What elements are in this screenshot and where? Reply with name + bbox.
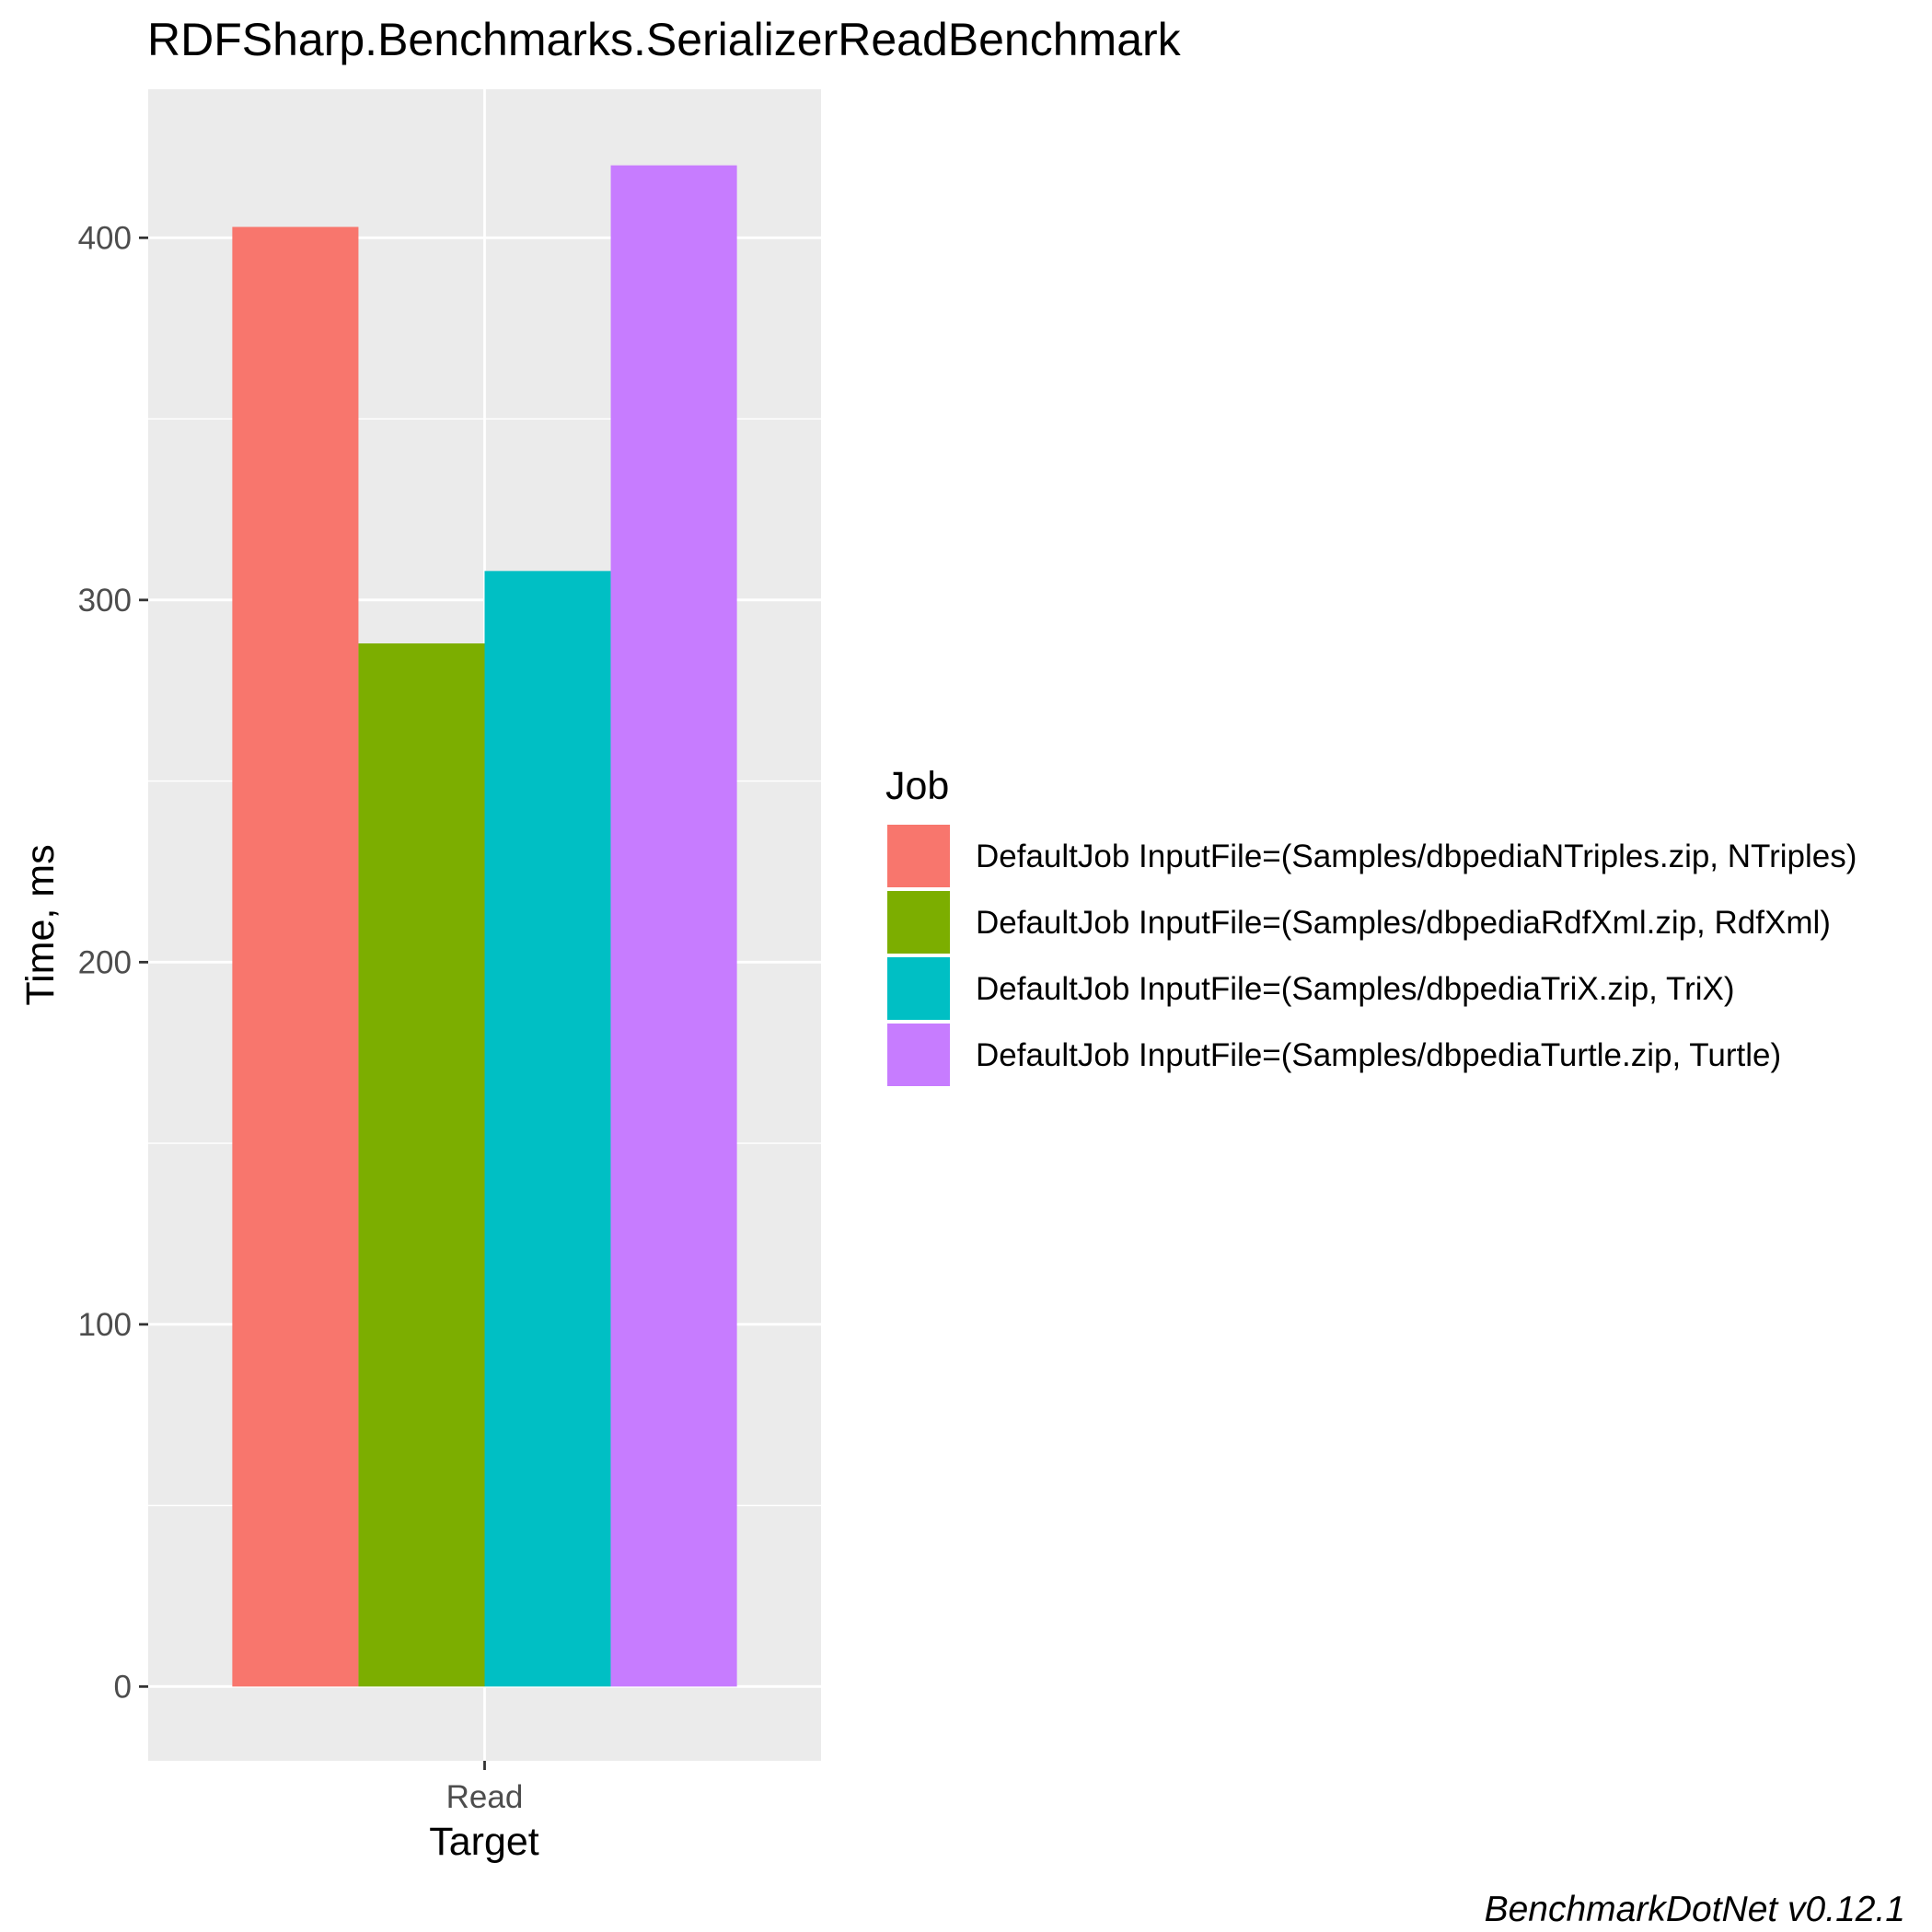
y-tick-label: 300 bbox=[78, 583, 132, 619]
x-axis: Read bbox=[446, 1761, 524, 1815]
x-axis-title: Target bbox=[429, 1820, 539, 1864]
legend-items: DefaultJob InputFile=(Samples/dbpediaNTr… bbox=[887, 825, 1857, 1086]
bar bbox=[358, 643, 485, 1687]
y-tick-label: 0 bbox=[114, 1669, 132, 1705]
legend-key bbox=[887, 825, 950, 887]
x-tick-label: Read bbox=[446, 1779, 524, 1815]
y-tick-label: 100 bbox=[78, 1307, 132, 1343]
bar bbox=[484, 571, 611, 1687]
chart-title: RDFSharp.Benchmarks.SerializerReadBenchm… bbox=[147, 14, 1182, 65]
legend-title: Job bbox=[885, 764, 949, 808]
bars bbox=[232, 165, 737, 1687]
legend-key bbox=[887, 957, 950, 1020]
legend-label: DefaultJob InputFile=(Samples/dbpediaRdf… bbox=[976, 905, 1831, 941]
legend-key bbox=[887, 891, 950, 954]
y-axis-title: Time, ms bbox=[18, 844, 63, 1005]
legend-label: DefaultJob InputFile=(Samples/dbpediaTur… bbox=[976, 1037, 1781, 1073]
bar bbox=[610, 165, 737, 1687]
y-tick-label: 200 bbox=[78, 944, 132, 980]
legend-label: DefaultJob InputFile=(Samples/dbpediaTri… bbox=[976, 971, 1735, 1007]
y-tick-label: 400 bbox=[78, 220, 132, 256]
legend: Job DefaultJob InputFile=(Samples/dbpedi… bbox=[885, 764, 1857, 1086]
caption: BenchmarkDotNet v0.12.1 bbox=[1485, 1890, 1905, 1929]
y-axis: 0 100 200 300 400 bbox=[78, 220, 148, 1705]
legend-key bbox=[887, 1024, 950, 1086]
legend-label: DefaultJob InputFile=(Samples/dbpediaNTr… bbox=[976, 839, 1857, 874]
bar bbox=[232, 226, 359, 1687]
